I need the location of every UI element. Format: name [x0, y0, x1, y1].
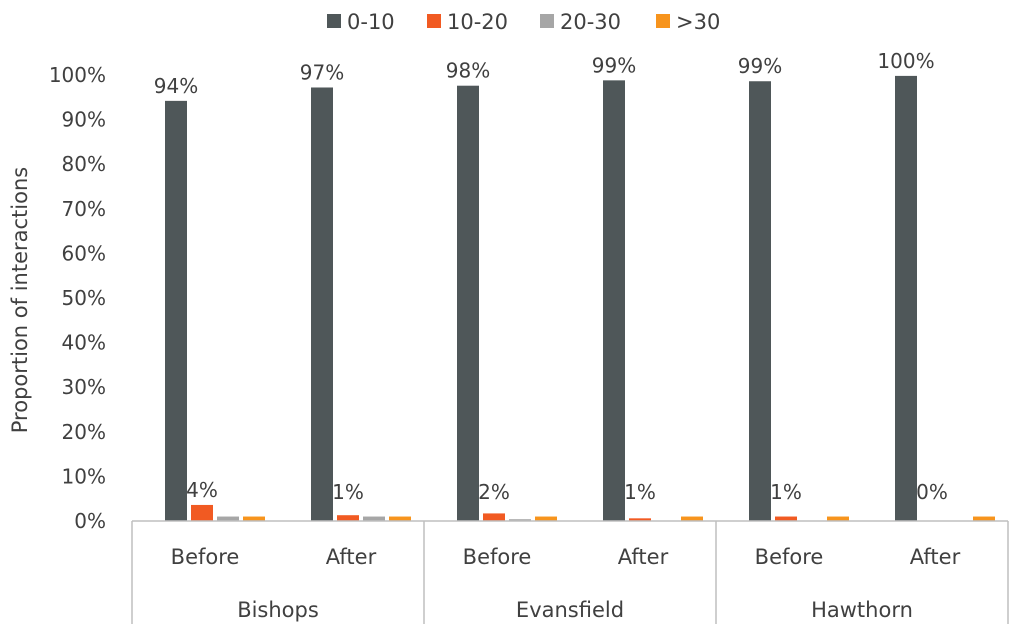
- legend-swatch: [656, 14, 670, 28]
- x-tick-label: After: [910, 545, 961, 569]
- data-label: 99%: [738, 54, 782, 78]
- legend: 0-10 10-20 20-30 >30: [327, 10, 720, 34]
- y-axis-ticks: 0% 10% 20% 30% 40% 50% 60% 70% 80% 90% 100%: [49, 63, 106, 533]
- bar: [603, 80, 625, 522]
- legend-item: 0-10: [327, 10, 395, 34]
- bar: [681, 516, 703, 521]
- legend-swatch: [327, 14, 341, 28]
- plot-area: [165, 75, 995, 522]
- bar: [217, 516, 239, 521]
- bar: [389, 516, 411, 521]
- legend-item: >30: [656, 10, 720, 34]
- bar: [191, 504, 213, 521]
- x-group-label: Bishops: [237, 598, 319, 622]
- legend-swatch: [427, 14, 441, 28]
- data-label: 1%: [624, 480, 656, 504]
- y-tick-label: 10%: [62, 464, 106, 488]
- x-axis: Before After Before After Before After Bishops…: [131, 520, 1009, 624]
- bar: [827, 516, 849, 521]
- bar: [483, 513, 505, 521]
- x-tick-label: Before: [755, 545, 824, 569]
- data-label: 2%: [478, 480, 510, 504]
- data-label: 99%: [592, 53, 636, 77]
- x-tick-label: After: [618, 545, 669, 569]
- legend-label: 20-30: [560, 10, 621, 34]
- y-tick-label: 100%: [49, 63, 106, 87]
- bar: [895, 75, 917, 521]
- data-label: 94%: [154, 74, 198, 98]
- x-tick-label: Before: [171, 545, 240, 569]
- y-tick-label: 40%: [62, 331, 106, 355]
- bar: [165, 100, 187, 522]
- bar: [337, 515, 359, 521]
- bar: [363, 516, 385, 521]
- legend-item: 10-20: [427, 10, 508, 34]
- x-group-label: Evansfield: [516, 598, 624, 622]
- data-label: 4%: [186, 478, 218, 502]
- data-label: 97%: [300, 60, 344, 84]
- data-label: 0%: [916, 480, 948, 504]
- y-tick-label: 80%: [62, 152, 106, 176]
- x-tick-label: Before: [463, 545, 532, 569]
- bar: [775, 516, 797, 521]
- y-tick-label: 50%: [62, 286, 106, 310]
- bar: [457, 85, 479, 521]
- legend-label: >30: [676, 10, 720, 34]
- legend-item: 20-30: [540, 10, 621, 34]
- bar: [973, 516, 995, 521]
- bar: [535, 516, 557, 521]
- bar: [749, 81, 771, 521]
- legend-label: 0-10: [347, 10, 395, 34]
- data-label: 1%: [770, 480, 802, 504]
- data-label: 1%: [332, 480, 364, 504]
- y-tick-label: 20%: [62, 420, 106, 444]
- bar: [311, 87, 333, 521]
- bar: [629, 518, 651, 521]
- y-tick-label: 0%: [74, 509, 106, 533]
- x-tick-label: After: [326, 545, 377, 569]
- bar: [509, 519, 531, 521]
- x-group-label: Hawthorn: [811, 598, 913, 622]
- legend-label: 10-20: [447, 10, 508, 34]
- y-axis-label: Proportion of interactions: [8, 167, 32, 433]
- data-labels: 94% 97% 98% 99% 99% 100% 4% 1% 2% 1% 1% 0%: [154, 49, 948, 504]
- y-tick-label: 70%: [62, 197, 106, 221]
- y-tick-label: 60%: [62, 241, 106, 265]
- data-label: 100%: [877, 49, 934, 73]
- legend-swatch: [540, 14, 554, 28]
- data-label: 98%: [446, 59, 490, 83]
- y-tick-label: 90%: [62, 108, 106, 132]
- bar: [243, 516, 265, 521]
- y-tick-label: 30%: [62, 375, 106, 399]
